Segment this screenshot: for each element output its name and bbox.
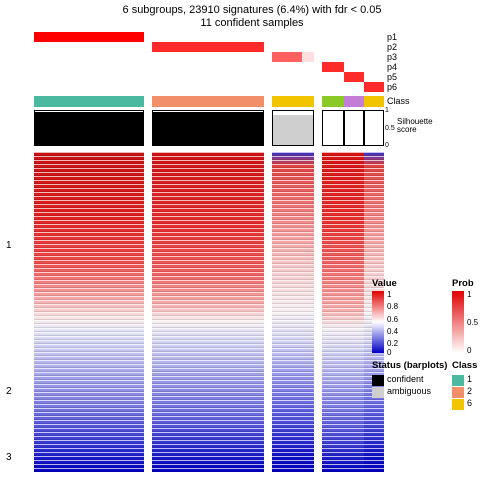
legend-row: 2 xyxy=(452,385,477,397)
silhouette-box xyxy=(272,110,314,146)
legend-title: Prob xyxy=(452,278,474,289)
legend-row: ambiguous xyxy=(372,385,447,397)
heatmap-column xyxy=(34,152,144,472)
legend-label: 6 xyxy=(467,398,472,408)
title-line-2: 11 confident samples xyxy=(0,17,504,30)
class-segment xyxy=(322,96,344,107)
silhouette-box xyxy=(364,110,384,146)
legend-tick: 0 xyxy=(387,349,391,357)
legend-tick: 1 xyxy=(387,291,391,299)
class-segment xyxy=(364,96,384,107)
legend-title: Status (barplots) xyxy=(372,360,447,371)
legend-swatch xyxy=(372,387,384,398)
silhouette-box xyxy=(322,110,344,146)
prob-cell-faded xyxy=(302,52,314,62)
prob-row-label: p6 xyxy=(387,82,397,92)
prob-row-label: p1 xyxy=(387,32,397,42)
legend-tick: 0.2 xyxy=(387,340,398,348)
silhouette-fill xyxy=(273,115,313,145)
prob-row-label: p2 xyxy=(387,42,397,52)
prob-cell xyxy=(152,42,264,52)
legend-tick: 0.5 xyxy=(467,319,478,327)
heatmap-column xyxy=(272,152,314,472)
legend-class: Class 1 2 6 xyxy=(452,360,477,409)
legend-title: Class xyxy=(452,360,477,371)
row-cluster-label: 2 xyxy=(6,386,12,397)
silhouette-tick: 0 xyxy=(385,142,389,149)
legend-row: confident xyxy=(372,373,447,385)
silhouette-box xyxy=(34,110,144,146)
legend-label: 1 xyxy=(467,374,472,384)
prob-cell xyxy=(364,82,384,92)
legend-tick: 0.8 xyxy=(387,303,398,311)
prob-row-label: p4 xyxy=(387,62,397,72)
title-block: 6 subgroups, 23910 signatures (6.4%) wit… xyxy=(0,0,504,30)
class-segment xyxy=(34,96,144,107)
legend-label: confident xyxy=(387,374,424,384)
legend-gradient xyxy=(372,291,384,353)
heatmap-column xyxy=(322,152,344,472)
legend-row: 1 xyxy=(452,373,477,385)
visualization-area: p1p2p3p4p5p6Class10.50Silhouettescore123… xyxy=(0,30,504,498)
legend-gradient xyxy=(452,291,464,353)
silhouette-fill xyxy=(153,112,263,145)
title-line-1: 6 subgroups, 23910 signatures (6.4%) wit… xyxy=(0,4,504,17)
legend-row: 6 xyxy=(452,397,477,409)
legend-status-barplots-: Status (barplots) confident ambiguous xyxy=(372,360,447,397)
legend-title: Value xyxy=(372,278,397,289)
row-cluster-label: 1 xyxy=(6,240,12,251)
class-axis-label: Class xyxy=(387,96,410,106)
legend-label: 2 xyxy=(467,386,472,396)
prob-row-label: p3 xyxy=(387,52,397,62)
silhouette-axis-label: Silhouettescore xyxy=(397,118,433,134)
silhouette-fill xyxy=(35,112,143,145)
prob-cell xyxy=(34,32,144,42)
legend-swatch xyxy=(452,387,464,398)
class-segment xyxy=(272,96,314,107)
legend-tick: 0.4 xyxy=(387,328,398,336)
legend-tick: 1 xyxy=(467,291,471,299)
prob-row-label: p5 xyxy=(387,72,397,82)
class-segment xyxy=(344,96,364,107)
silhouette-box xyxy=(344,110,364,146)
silhouette-tick: 1 xyxy=(385,107,389,114)
prob-row-labels: p1p2p3p4p5p6 xyxy=(387,32,397,92)
silhouette-tick: 0.5 xyxy=(385,125,395,132)
legend-tick: 0.6 xyxy=(387,316,398,324)
legend-swatch xyxy=(452,375,464,386)
legend-swatch xyxy=(452,399,464,410)
legend-value: Value10.80.60.40.20 xyxy=(372,278,397,353)
row-cluster-label: 3 xyxy=(6,452,12,463)
legend-label: ambiguous xyxy=(387,386,431,396)
legend-tick: 0 xyxy=(467,347,471,355)
legend-swatch xyxy=(372,375,384,386)
prob-cell xyxy=(344,72,364,82)
heatmap-column xyxy=(344,152,364,472)
prob-cell xyxy=(322,62,344,72)
class-segment xyxy=(152,96,264,107)
legend-prob: Prob10.50 xyxy=(452,278,474,353)
silhouette-box xyxy=(152,110,264,146)
heatmap-column xyxy=(152,152,264,472)
